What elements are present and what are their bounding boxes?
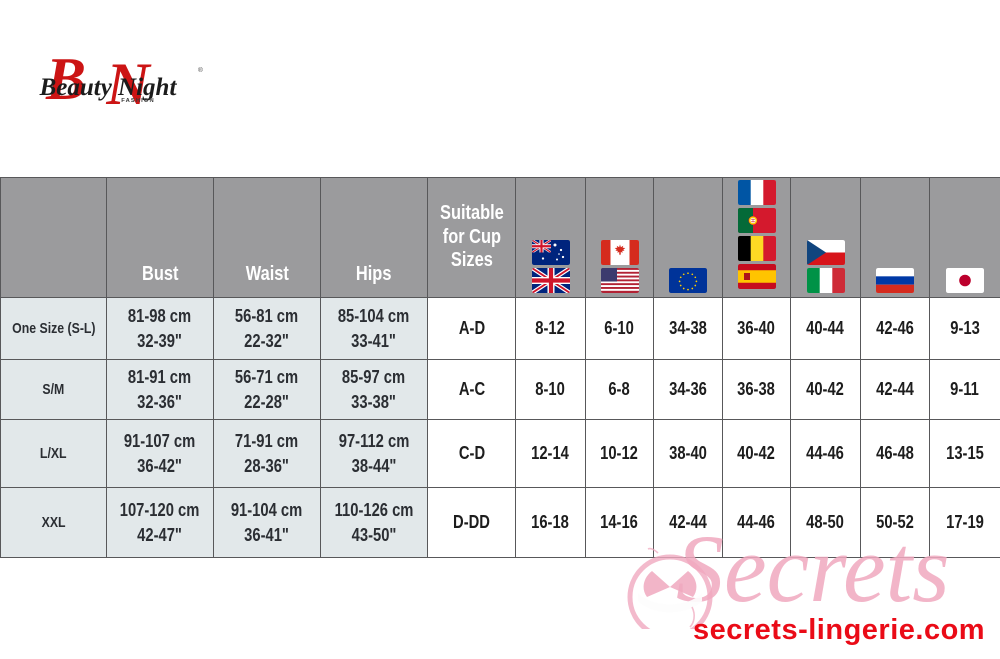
svg-text:Beauty Night: Beauty Night (39, 74, 178, 101)
svg-text:FASHION: FASHION (121, 98, 154, 104)
svg-text:®: ® (198, 66, 203, 74)
svg-text:Secrets: Secrets (676, 515, 950, 622)
